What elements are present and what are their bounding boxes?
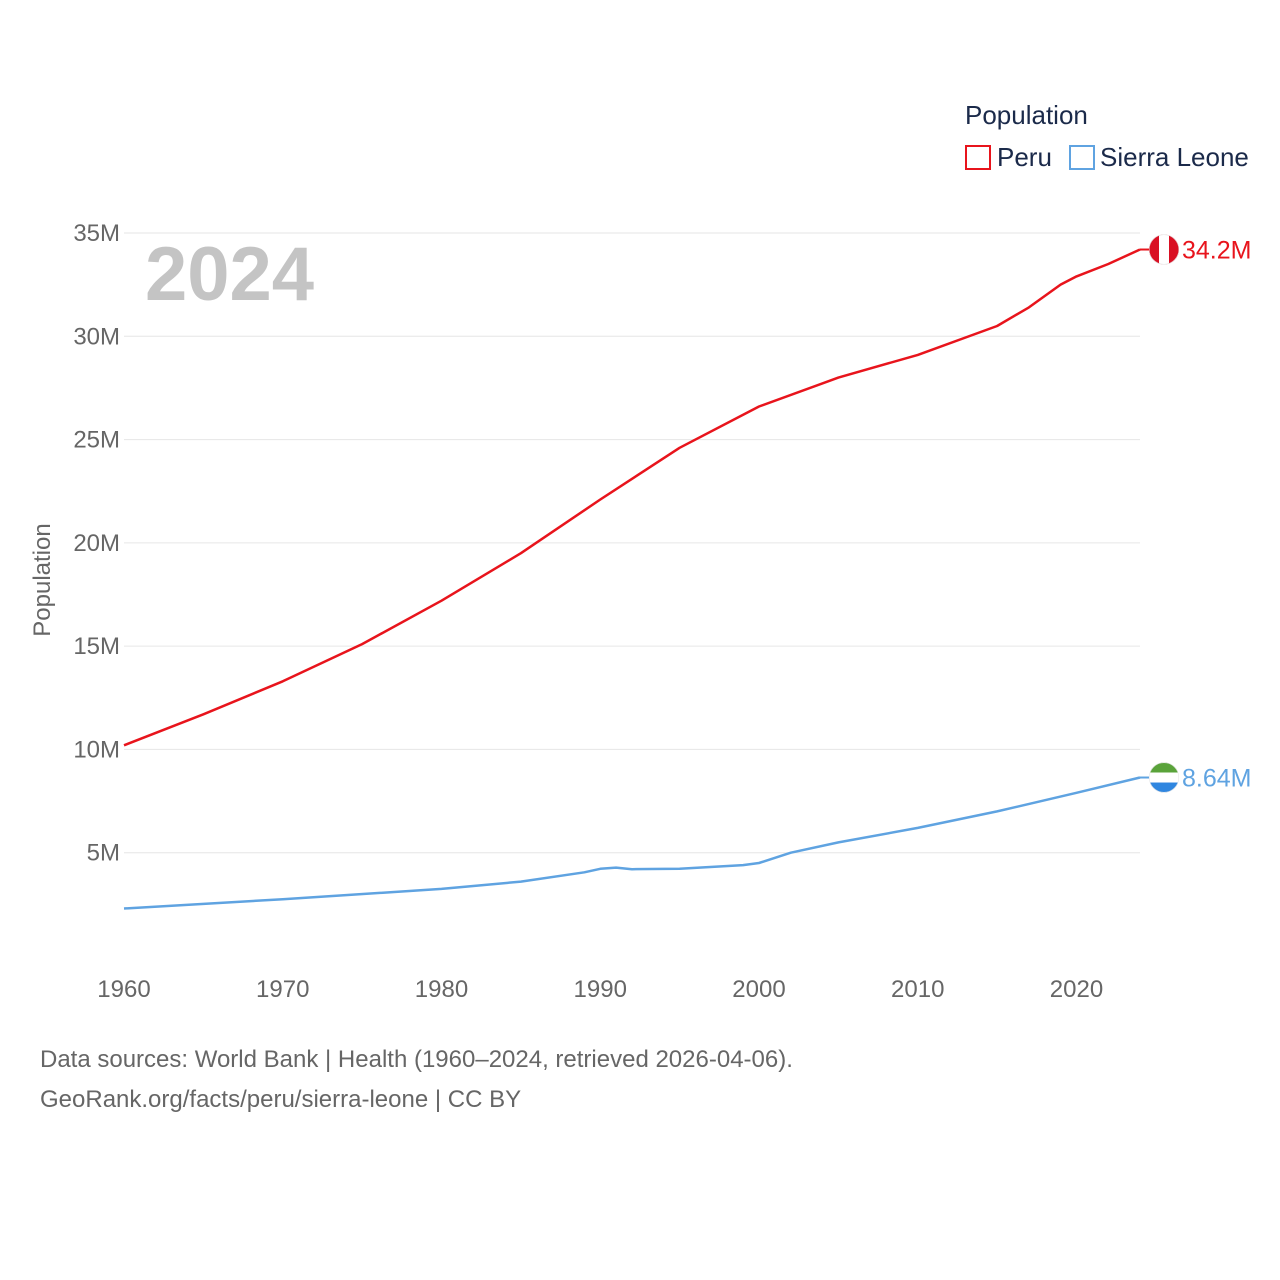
y-tick-15m: 15M [73,633,120,660]
x-tick-1960: 1960 [97,976,150,1003]
year-label: 2024 [145,232,314,317]
legend-item-sierra-leone[interactable]: Sierra Leone [1069,142,1249,172]
x-tick-1980: 1980 [415,976,468,1003]
end-label-peru: 34.2M [1182,237,1251,265]
x-tick-2000: 2000 [732,976,785,1003]
footer-attribution: GeoRank.org/facts/peru/sierra-leone | CC… [40,1086,522,1113]
y-axis-label: Population [29,523,56,636]
grid-lines [124,232,1140,854]
series-lines [123,248,1141,910]
sierra-leone-flag-icon [1149,762,1179,793]
series-end-markers: 34.2M 8.64M [1140,234,1251,793]
y-tick-30m: 30M [73,323,120,350]
line-sierra-leone [123,776,1141,910]
legend-label-peru: Peru [997,142,1052,172]
end-label-sierra-leone: 8.64M [1182,765,1251,793]
footer-sources: Data sources: World Bank | Health (1960–… [40,1046,793,1073]
x-tick-1970: 1970 [256,976,309,1003]
y-tick-35m: 35M [73,220,120,247]
legend-title: Population [965,100,1088,130]
legend-swatch-peru [965,145,991,170]
y-tick-5m: 5M [87,840,120,867]
x-tick-1990: 1990 [574,976,627,1003]
x-axis-ticks: 1960 1970 1980 1990 2000 2010 2020 [97,976,1103,1003]
y-tick-25m: 25M [73,427,120,454]
legend-label-sierra-leone: Sierra Leone [1100,142,1249,172]
x-tick-2020: 2020 [1050,976,1103,1003]
line-peru [123,248,1141,747]
peru-flag-icon [1149,234,1179,265]
population-line-chart: 5M 10M 15M 20M 25M 30M 35M 1960 1970 1980 1990 200… [29,100,1251,1003]
legend-swatch-sierra-leone [1069,145,1095,170]
y-axis-ticks: 5M 10M 15M 20M 25M 30M 35M [73,220,120,867]
legend: Population Peru Sierra Leone [965,100,1249,172]
y-tick-20m: 20M [73,530,120,557]
legend-item-peru[interactable]: Peru [965,142,1052,172]
x-tick-2010: 2010 [891,976,944,1003]
y-tick-10m: 10M [73,736,120,763]
